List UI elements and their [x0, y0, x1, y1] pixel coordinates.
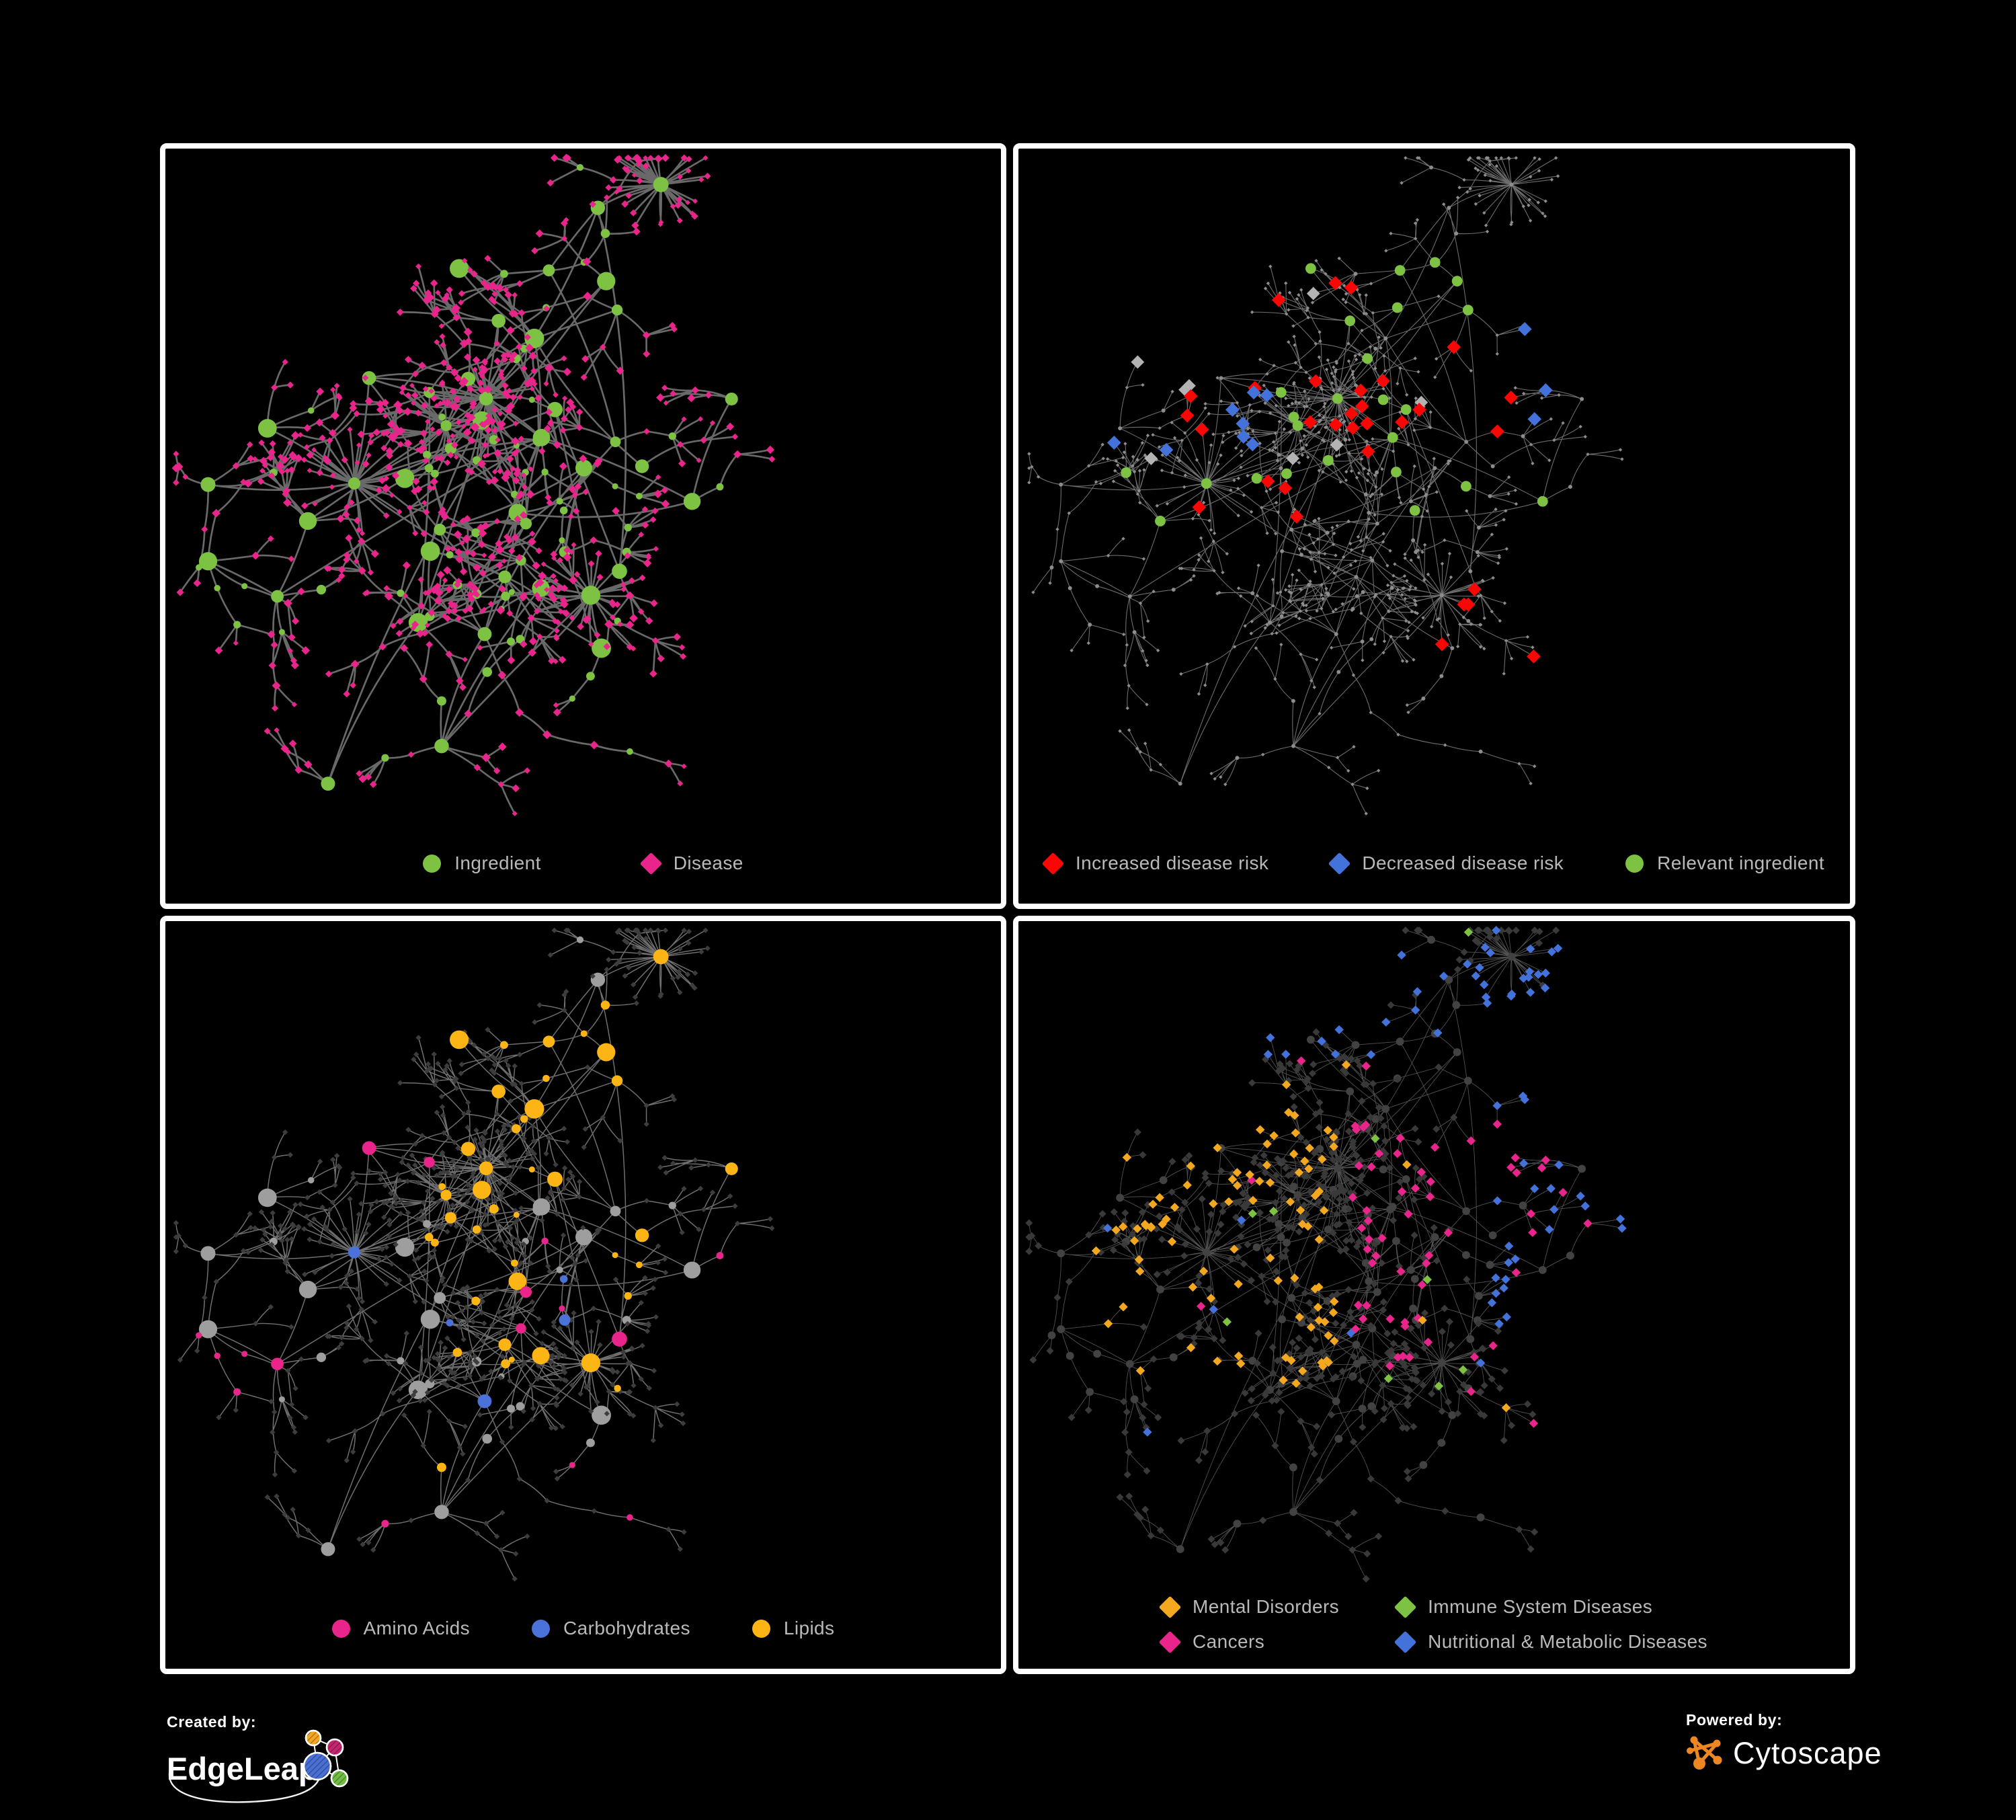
legend-label: Decreased disease risk — [1362, 853, 1564, 873]
legend-disease-risk: Increased disease risk Decreased disease … — [1018, 852, 1850, 875]
network-nodes-base-diamond — [1027, 156, 1624, 816]
panel-ingredient-disease: Ingredient Disease — [160, 143, 1006, 909]
legend-label: Cancers — [1193, 1631, 1265, 1652]
legend-item-immune-system-diseases: Immune System Diseases — [1394, 1595, 1653, 1618]
legend-label: Carbohydrates — [563, 1618, 690, 1638]
network-nodes-base-circle — [1047, 935, 1586, 1554]
circle-marker-icon — [1625, 854, 1644, 873]
diamond-marker-icon — [1158, 1595, 1182, 1618]
network-graph-ingredient-disease — [171, 153, 776, 817]
legend-disease-categories: Mental Disorders Immune System Diseases Ca… — [1018, 1595, 1850, 1653]
legend-label: Ingredient — [454, 853, 541, 873]
legend-label: Relevant ingredient — [1657, 853, 1825, 873]
legend-label: Immune System Diseases — [1428, 1596, 1653, 1617]
panel-nutrient-classes: Amino Acids Carbohydrates Lipids — [160, 916, 1006, 1674]
legend-item-lipids: Lipids — [752, 1618, 835, 1639]
legend-label: Lipids — [783, 1618, 835, 1638]
network-edges — [175, 930, 773, 1579]
edgeleap-logo: EdgeLeap — [167, 1729, 375, 1803]
legend-label: Disease — [673, 853, 743, 873]
diamond-marker-icon — [1394, 1630, 1417, 1653]
network-nodes-highlight-circle — [424, 949, 738, 1472]
circle-marker-icon — [752, 1619, 770, 1638]
legend-nutrient-classes: Amino Acids Carbohydrates Lipids — [165, 1618, 1001, 1639]
created-by-label: Created by: — [167, 1713, 257, 1731]
legend-item-decreased-disease-risk: Decreased disease risk — [1328, 852, 1564, 875]
diamond-marker-icon — [1041, 852, 1065, 875]
panel-disease-risk: Increased disease risk Decreased disease … — [1013, 143, 1855, 909]
network-nodes-highlight-circle — [196, 1141, 724, 1528]
network-nodes-base-diamond — [1025, 926, 1560, 1583]
network-nodes-base-diamond — [171, 153, 776, 817]
legend-item-ingredient: Ingredient — [423, 853, 541, 874]
legend-item-amino-acids: Amino Acids — [331, 1618, 471, 1639]
network-edges — [175, 157, 773, 815]
powered-by-label: Powered by: — [1686, 1711, 1783, 1729]
network-graph-disease-categories — [1025, 926, 1627, 1583]
legend-label: Mental Disorders — [1193, 1596, 1340, 1617]
diamond-marker-icon — [1158, 1630, 1182, 1653]
network-nodes-highlight-diamond — [1106, 322, 1553, 457]
circle-marker-icon — [532, 1619, 551, 1638]
network-graph-disease-risk — [1027, 156, 1624, 816]
diamond-marker-icon — [639, 852, 663, 875]
network-edges — [1029, 930, 1623, 1579]
legend-item-increased-disease-risk: Increased disease risk — [1041, 852, 1269, 875]
network-graph-nutrient-classes — [173, 927, 775, 1582]
legend-label: Nutritional & Metabolic Diseases — [1428, 1631, 1707, 1652]
legend-item-mental-disorders: Mental Disorders — [1158, 1595, 1340, 1618]
legend-item-nutritional-metabolic-diseases: Nutritional & Metabolic Diseases — [1394, 1630, 1707, 1653]
diamond-marker-icon — [1328, 852, 1351, 875]
circle-marker-icon — [423, 854, 442, 873]
network-edges — [1029, 157, 1623, 814]
legend-ingredient-disease: Ingredient Disease — [165, 852, 1001, 875]
cytoscape-credit: Powered by: Cytoscape — [1686, 1711, 1928, 1792]
legend-label: Increased disease risk — [1075, 853, 1269, 873]
edgeleap-network-icon — [303, 1729, 349, 1788]
legend-label: Amino Acids — [363, 1618, 471, 1638]
panel-disease-categories: Mental Disorders Immune System Diseases Ca… — [1013, 916, 1855, 1674]
diamond-marker-icon — [1394, 1595, 1417, 1618]
edgeleap-credit: Created by: EdgeLeap — [167, 1713, 395, 1807]
network-nodes-base-diamond — [173, 927, 775, 1582]
legend-item-cancers: Cancers — [1158, 1630, 1265, 1653]
edgeleap-wordmark: EdgeLeap — [167, 1751, 318, 1786]
legend-item-relevant-ingredient: Relevant ingredient — [1625, 853, 1824, 874]
circle-marker-icon — [331, 1619, 350, 1638]
cytoscape-logo-icon — [1687, 1736, 1722, 1770]
legend-item-carbohydrates: Carbohydrates — [532, 1618, 690, 1639]
legend-item-disease: Disease — [639, 852, 743, 875]
cytoscape-wordmark: Cytoscape — [1733, 1736, 1882, 1770]
